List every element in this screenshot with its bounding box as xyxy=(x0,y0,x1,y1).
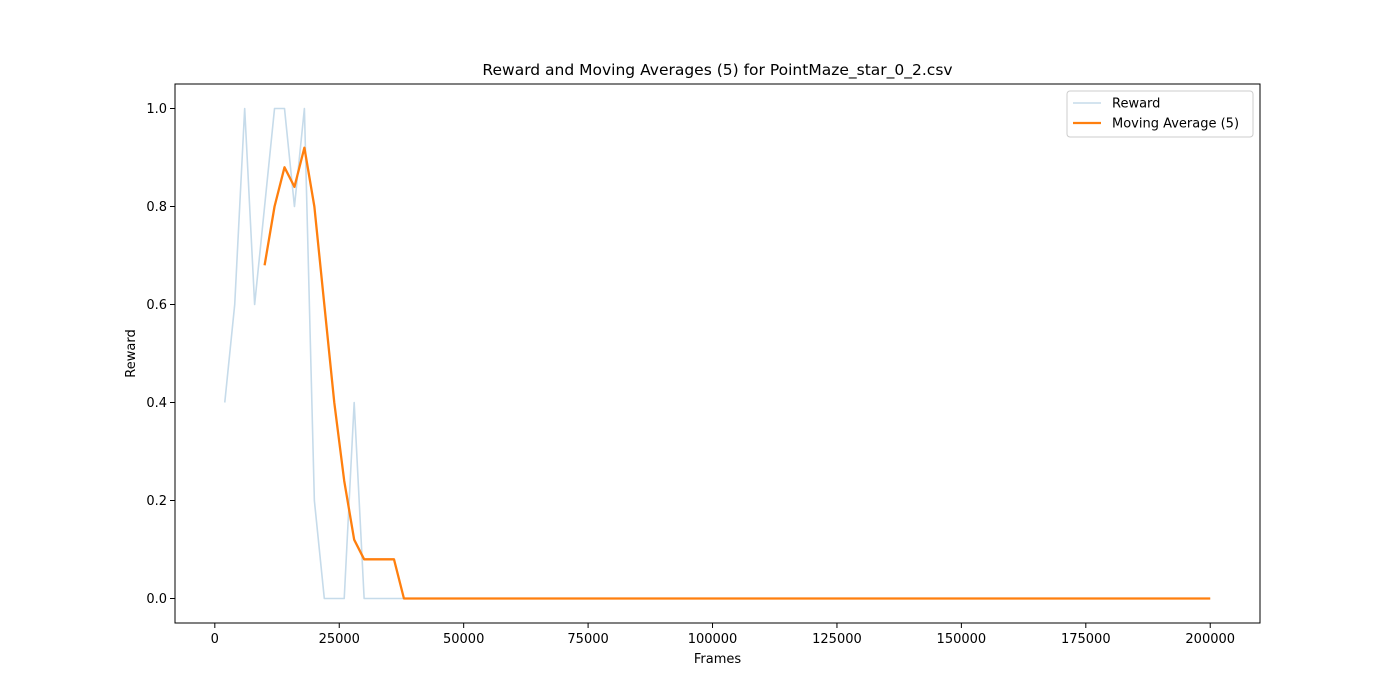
legend: Reward Moving Average (5) xyxy=(1066,90,1254,138)
reward-line xyxy=(223,107,1211,600)
y-tick-label: 0.8 xyxy=(146,200,167,215)
x-axis-label: Frames xyxy=(694,652,742,667)
x-tick-label: 25000 xyxy=(319,632,360,647)
x-tick-label: 150000 xyxy=(937,632,987,647)
plot-frame xyxy=(174,83,1261,624)
y-axis-label: Reward xyxy=(124,329,139,377)
chart-title: Reward and Moving Averages (5) for Point… xyxy=(482,61,952,80)
series-layer xyxy=(223,107,1211,600)
y-tick-label: 1.0 xyxy=(146,102,167,117)
y-tick-label: 0.6 xyxy=(146,298,167,313)
x-tick-label: 200000 xyxy=(1185,632,1235,647)
x-tick-label: 125000 xyxy=(812,632,862,647)
legend-label-moving-average: Moving Average (5) xyxy=(1112,117,1239,132)
x-tick-label: 175000 xyxy=(1061,632,1111,647)
x-tick-label: 100000 xyxy=(688,632,738,647)
x-tick-label: 75000 xyxy=(567,632,608,647)
moving-average-line xyxy=(263,146,1211,600)
y-tick-label: 0.0 xyxy=(146,592,167,607)
x-tick-label: 0 xyxy=(211,632,219,647)
ticks-layer: 0 25000 50000 75000 100000 125000 150000 175000… xyxy=(146,102,1235,647)
y-tick-label: 0.4 xyxy=(146,396,167,411)
x-tick-label: 50000 xyxy=(443,632,484,647)
y-tick-label: 0.2 xyxy=(146,494,167,509)
legend-box xyxy=(1066,90,1254,138)
legend-label-reward: Reward xyxy=(1112,97,1160,112)
